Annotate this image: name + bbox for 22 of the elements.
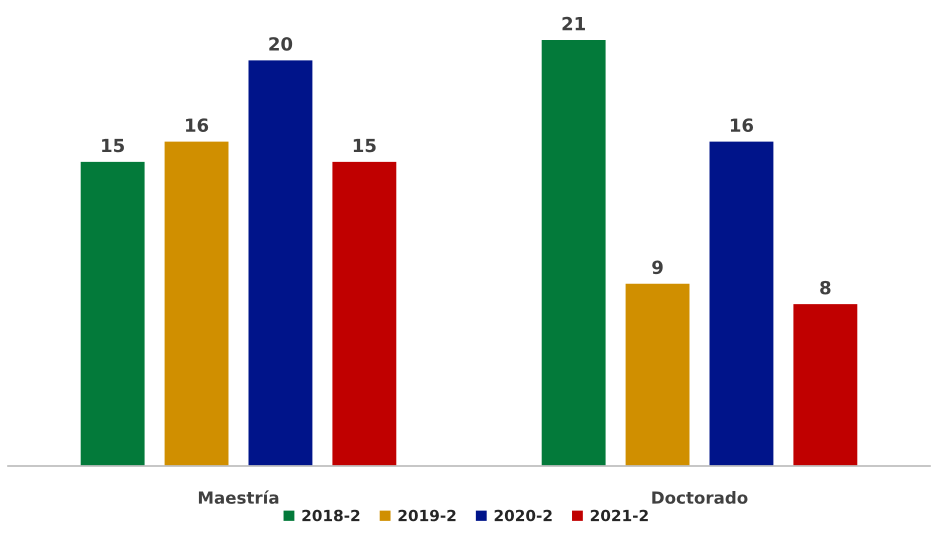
legend-label: 2021-2 <box>590 510 648 522</box>
bar <box>80 160 146 466</box>
bar <box>540 38 607 466</box>
data-label: 21 <box>562 16 585 30</box>
data-label: 20 <box>269 37 292 51</box>
x-tick-label: Maestría <box>198 490 278 504</box>
x-tick-label: Doctorado <box>652 491 748 504</box>
bar <box>247 59 314 466</box>
bar <box>163 140 230 466</box>
data-label: 16 <box>730 118 754 132</box>
legend-label: 2019-2 <box>398 510 456 522</box>
data-label: 9 <box>652 260 663 274</box>
data-label: 16 <box>186 118 208 132</box>
legend-label: 2018-2 <box>302 510 360 522</box>
data-label: 15 <box>102 138 124 152</box>
bar <box>708 140 775 466</box>
bar <box>792 302 858 466</box>
data-label: 15 <box>354 138 376 152</box>
bar <box>331 160 398 466</box>
data-label: 8 <box>820 280 831 294</box>
legend-label: 2020-2 <box>494 510 552 522</box>
bar <box>624 282 691 466</box>
